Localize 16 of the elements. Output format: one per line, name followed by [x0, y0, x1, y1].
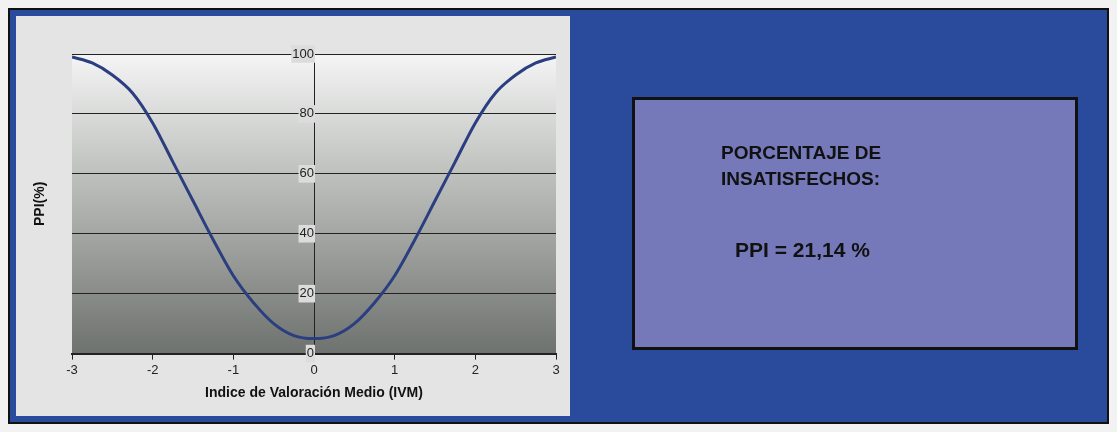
x-tick-label: -3	[66, 361, 78, 377]
y-tick-label: 0	[306, 345, 314, 361]
x-tick-label: -1	[227, 361, 240, 377]
y-axis-title: PPI(%)	[30, 181, 47, 226]
x-axis-title: Indice de Valoración Medio (IVM)	[205, 384, 423, 401]
x-tick-label: 2	[471, 361, 479, 377]
x-tick-label: 1	[391, 361, 399, 377]
y-tick-label: 60	[299, 165, 314, 181]
x-tick-label: 3	[552, 361, 560, 377]
text: PPI = 21,14 %	[735, 238, 870, 262]
y-tick-label: 80	[299, 105, 314, 121]
text: PORCENTAJE DE INSATISFECHOS:	[721, 141, 883, 191]
y-tick-label: 100	[292, 45, 314, 61]
x-tick-label: -2	[146, 361, 159, 377]
y-tick-label: 40	[299, 225, 314, 241]
y-tick-label: 20	[299, 285, 314, 301]
